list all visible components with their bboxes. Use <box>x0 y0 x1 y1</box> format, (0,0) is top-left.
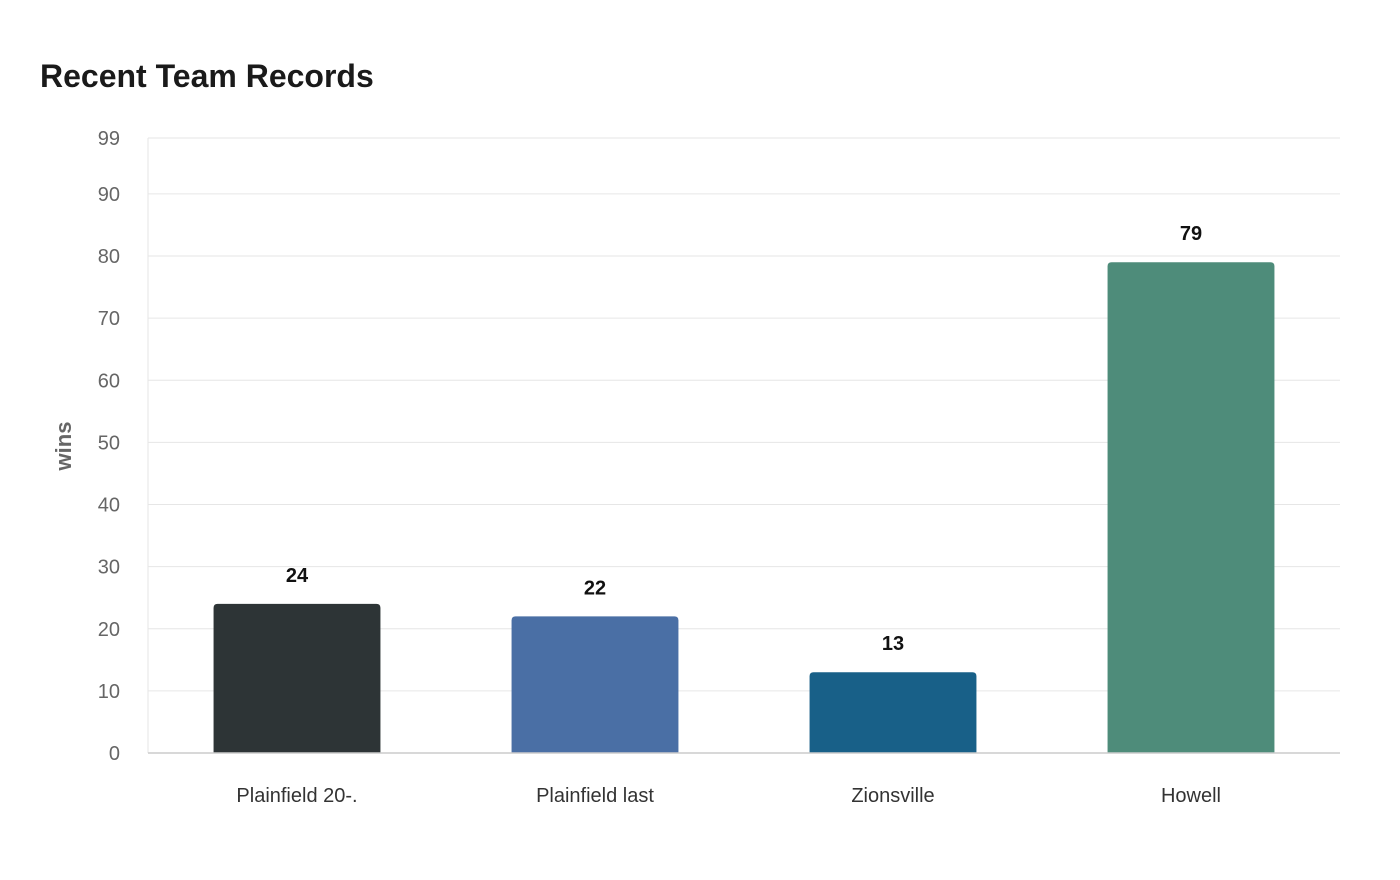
y-tick-label: 80 <box>98 246 120 268</box>
bar <box>1107 262 1275 753</box>
bar <box>511 616 679 753</box>
bar <box>809 672 977 753</box>
y-tick-label: 60 <box>98 370 120 392</box>
x-tick-label: Plainfield 20-. <box>236 785 357 807</box>
bar-value-label: 22 <box>584 577 606 599</box>
y-tick-label: 10 <box>98 681 120 703</box>
x-tick-label: Zionsville <box>851 785 934 807</box>
axes-layer: 0 10 20 30 40 50 60 70 80 90 99 Plainfield 20-. Plai… <box>98 128 1340 807</box>
bar-value-label: 13 <box>882 633 904 655</box>
bar <box>213 603 381 753</box>
chart-title: Recent Team Records <box>40 58 374 94</box>
y-tick-label: 50 <box>98 432 120 454</box>
y-tick-label: 0 <box>109 743 120 765</box>
y-axis-label: wins <box>51 422 76 472</box>
y-tick-label: 20 <box>98 619 120 641</box>
y-tick-label: 99 <box>98 128 120 150</box>
y-tick-label: 30 <box>98 557 120 579</box>
bars-layer: 24 22 13 79 <box>213 223 1275 753</box>
x-tick-label: Plainfield last <box>536 785 654 807</box>
y-tick-label: 40 <box>98 495 120 517</box>
y-tick-label: 70 <box>98 308 120 330</box>
x-tick-label: Howell <box>1161 785 1221 807</box>
bar-value-label: 79 <box>1180 223 1202 245</box>
y-tick-label: 90 <box>98 184 120 206</box>
bar-value-label: 24 <box>286 565 309 587</box>
